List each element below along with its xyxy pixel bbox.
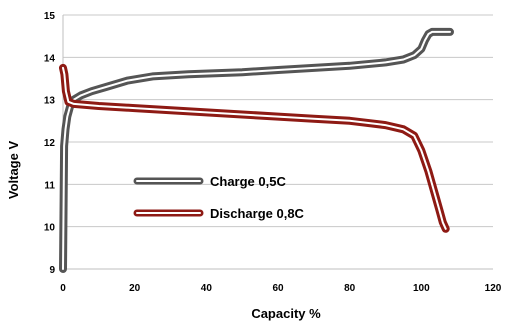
x-tick-label: 40 (201, 283, 213, 294)
legend-item-charge: Charge 0,5C (133, 174, 286, 189)
y-tick-label: 9 (49, 265, 55, 276)
series-lines (59, 27, 454, 273)
x-tick-label: 100 (413, 283, 430, 294)
x-tick-label: 80 (344, 283, 356, 294)
y-tick-label: 15 (44, 11, 56, 22)
y-axis-title: Voltage V (6, 141, 21, 200)
legend: Charge 0,5C Discharge 0,8C (133, 174, 305, 221)
gridlines (63, 14, 493, 270)
y-tick-label: 11 (44, 180, 55, 191)
y-tick-label: 14 (44, 53, 56, 64)
legend-item-discharge: Discharge 0,8C (133, 206, 305, 221)
legend-label-charge: Charge 0,5C (210, 174, 286, 189)
x-axis-title: Capacity % (251, 306, 321, 321)
tick-labels: 9 10 11 12 13 14 15 0 20 40 60 80 100 120 (44, 11, 502, 294)
legend-label-discharge: Discharge 0,8C (210, 206, 305, 221)
y-tick-label: 12 (44, 138, 56, 149)
x-tick-label: 20 (129, 283, 141, 294)
x-tick-label: 0 (60, 283, 66, 294)
series-line-charge (59, 27, 454, 273)
y-tick-label: 10 (44, 223, 56, 234)
x-tick-label: 120 (485, 283, 502, 294)
series-line-highlight-discharge (62, 66, 447, 230)
y-tick-label: 13 (44, 96, 56, 107)
x-tick-label: 60 (272, 283, 284, 294)
series-line-discharge (59, 63, 450, 233)
